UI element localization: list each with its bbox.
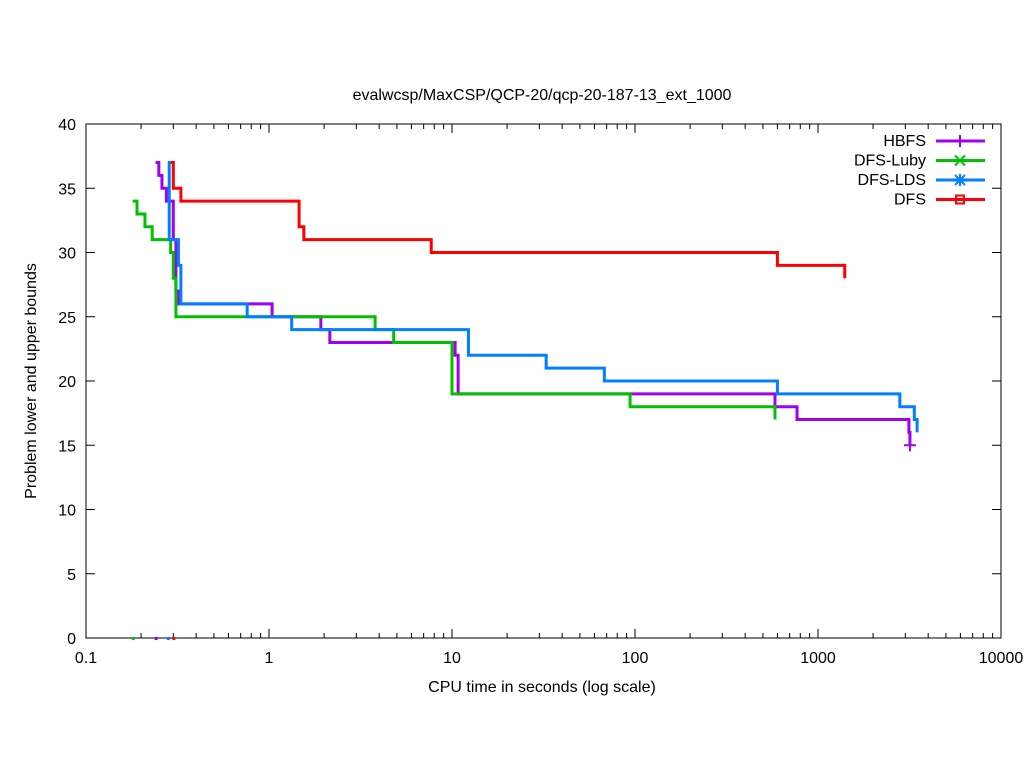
- y-tick-label: 30: [58, 246, 76, 263]
- series-dfs-lds: [166, 161, 919, 640]
- upper-bound-line: [170, 161, 847, 279]
- legend-label: DFS-LDS: [858, 172, 926, 189]
- x-tick-label: 10: [443, 650, 461, 667]
- y-tick-label: 10: [58, 503, 76, 520]
- y-tick-label: 15: [58, 438, 76, 455]
- chart-title: evalwcsp/MaxCSP/QCP-20/qcp-20-187-13_ext…: [353, 87, 732, 104]
- y-tick-label: 25: [58, 310, 76, 327]
- lower-bound-point: [166, 637, 170, 640]
- x-marker: [954, 154, 966, 167]
- plus-marker: [903, 439, 916, 452]
- upper-bound-line: [132, 199, 777, 420]
- y-tick-label: 20: [58, 374, 76, 391]
- series-hbfs: [154, 161, 916, 640]
- y-tick-label: 0: [67, 631, 76, 648]
- x-tick-label: 10000: [979, 650, 1024, 667]
- x-tick-label: 100: [622, 650, 649, 667]
- x-tick-label: 1: [265, 650, 274, 667]
- star-marker: [954, 174, 966, 186]
- y-tick-label: 35: [58, 181, 76, 198]
- series-lines: [131, 161, 919, 640]
- legend-label: HBFS: [883, 133, 926, 150]
- lower-bound-point: [131, 637, 135, 640]
- axis-ticks: 0.1 1 10 100 1000 10000 0 5 10 15 20 25 30 35 40: [58, 117, 1023, 667]
- x-axis-label: CPU time in seconds (log scale): [428, 679, 656, 696]
- upper-bound-line: [167, 161, 919, 433]
- plus-marker: [954, 135, 966, 147]
- lower-bound-point: [154, 637, 158, 640]
- y-tick-label: 40: [58, 117, 76, 134]
- lower-bound-point: [172, 637, 176, 640]
- x-tick-label: 0.1: [75, 650, 97, 667]
- legend: HBFS DFS-Luby DFS-LDS DFS: [854, 133, 985, 209]
- legend-label: DFS: [894, 192, 926, 209]
- upper-bound-line: [155, 161, 912, 446]
- legend-label: DFS-Luby: [854, 153, 926, 170]
- y-tick-label: 5: [67, 567, 76, 584]
- x-tick-label: 1000: [800, 650, 836, 667]
- y-axis-label: Problem lower and upper bounds: [23, 263, 40, 499]
- series-dfs: [170, 161, 847, 640]
- series-dfs-luby: [131, 199, 777, 640]
- square-marker: [955, 194, 965, 205]
